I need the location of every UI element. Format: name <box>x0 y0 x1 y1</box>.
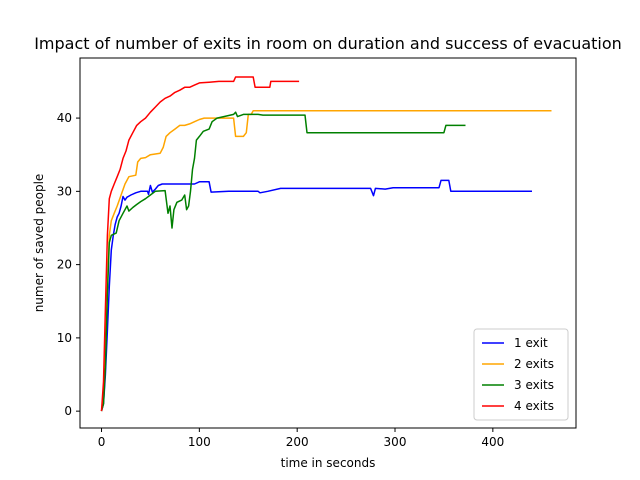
legend-label-1: 1 exit <box>514 336 548 350</box>
y-axis-ticks: 0 10 20 30 40 <box>57 111 80 418</box>
x-axis-label: time in seconds <box>281 456 376 470</box>
x-tick-label: 100 <box>188 435 211 449</box>
series-line-4 <box>100 76 300 412</box>
legend-label-2: 2 exits <box>514 357 554 371</box>
legend: 1 exit 2 exits 3 exits 4 exits <box>473 328 569 421</box>
legend-box <box>473 328 569 421</box>
y-tick-label: 20 <box>57 258 72 272</box>
y-axis-label: numer of saved people <box>32 174 46 313</box>
legend-label-4: 4 exits <box>514 399 554 413</box>
x-tick-label: 400 <box>481 435 504 449</box>
y-tick-label: 0 <box>64 404 72 418</box>
plot-frame <box>79 57 577 429</box>
legend-label-3: 3 exits <box>514 378 554 392</box>
x-tick-label: 0 <box>98 435 106 449</box>
y-tick-label: 40 <box>57 111 72 125</box>
series-line-1 <box>100 179 532 412</box>
series-line-3 <box>100 111 466 412</box>
chart-title: Impact of number of exits in room on dur… <box>34 34 622 53</box>
x-tick-label: 200 <box>286 435 309 449</box>
y-tick-label: 30 <box>57 184 72 198</box>
plot-lines <box>100 76 552 412</box>
y-tick-label: 10 <box>57 331 72 345</box>
x-axis-ticks: 0 100 200 300 400 <box>98 428 504 449</box>
x-tick-label: 300 <box>384 435 407 449</box>
series-line-2 <box>100 110 552 412</box>
